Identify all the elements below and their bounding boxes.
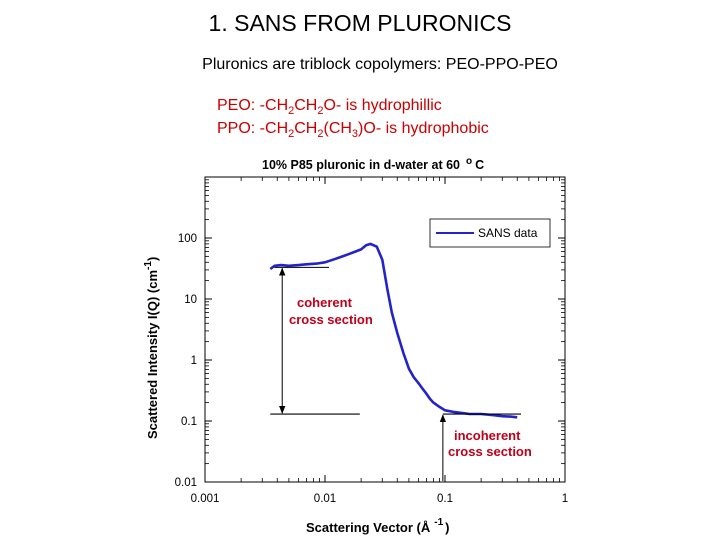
x-tick-label: 0.1 [437, 493, 453, 505]
incoherent-label: cross section [448, 444, 532, 459]
x-tick-label: 0.01 [314, 493, 336, 505]
y-axis-label: Scattered Intensity I(Q) (cm-1) [143, 257, 160, 439]
ppo-sub: 2 [288, 128, 295, 141]
ppo-sub: 2 [317, 128, 324, 141]
legend: SANS data [429, 218, 551, 248]
y-tick-label: 0.1 [181, 416, 197, 428]
ppo-part: PPO: -CH [217, 120, 289, 137]
coherent-label: coherent [297, 295, 353, 310]
peo-part: CH [294, 97, 318, 114]
peo-sub: 2 [288, 105, 295, 118]
y-tick-label: 10 [184, 294, 197, 306]
incoherent-label: incoherent [454, 428, 521, 443]
x-axis-label: Scattering Vector (Å -1) [306, 517, 450, 535]
slide-title: 1. SANS FROM PLURONICS [208, 10, 512, 36]
y-tick-label: 1 [191, 355, 197, 367]
peo-sub: 2 [317, 105, 324, 118]
peo-part: O- is hydrophillic [323, 97, 442, 114]
y-tick-label: 0.01 [175, 477, 197, 489]
ppo-part: CH [294, 120, 318, 137]
sans-data-line [269, 242, 518, 419]
peo-formula: PEO: -CH2CH2O- is hydrophillic [217, 97, 442, 117]
slide-subtitle: Pluronics are triblock copolymers: PEO-P… [202, 56, 558, 73]
ppo-part: (CH [323, 120, 352, 137]
peo-part: PEO: -CH [217, 97, 289, 114]
chart-title: 10% P85 pluronic in d-water at 60 o C [262, 156, 484, 172]
x-axis: 0.001 0.01 0.1 1 [191, 177, 568, 505]
coherent-label: cross section [289, 312, 373, 327]
ppo-part: )O- is hydrophobic [358, 120, 489, 137]
legend-label: SANS data [478, 226, 538, 240]
x-tick-label: 1 [562, 493, 568, 505]
ppo-formula: PPO: -CH2CH2(CH3)O- is hydrophobic [217, 120, 489, 140]
plot-frame [204, 176, 566, 483]
x-tick-label: 0.001 [191, 493, 220, 505]
ppo-sub: 3 [351, 128, 359, 141]
y-axis: 0.01 0.1 1 10 100 [175, 179, 565, 489]
y-tick-label: 100 [178, 233, 197, 245]
